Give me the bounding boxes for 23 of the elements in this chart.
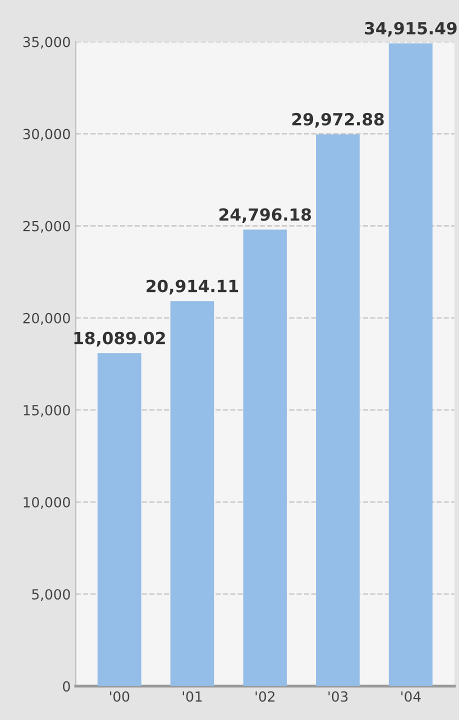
y-tick-label: 5,000 bbox=[32, 589, 70, 601]
bar bbox=[316, 134, 360, 686]
x-tick-label: '01 bbox=[182, 691, 202, 702]
y-tick-label: 20,000 bbox=[23, 312, 70, 325]
data-label: 34,915.49 bbox=[364, 22, 457, 37]
y-tick-label: 30,000 bbox=[23, 128, 70, 141]
bar bbox=[98, 353, 142, 686]
y-tick-label: 25,000 bbox=[23, 220, 70, 233]
y-tick-label: 15,000 bbox=[24, 404, 70, 417]
bar bbox=[388, 43, 433, 686]
bar bbox=[170, 301, 214, 686]
x-tick-label: '03 bbox=[328, 691, 348, 702]
data-label: 24,796.18 bbox=[219, 208, 311, 223]
y-tick-label: 35,000 bbox=[23, 36, 70, 49]
x-tick-label: '02 bbox=[256, 691, 274, 702]
bar bbox=[243, 230, 287, 686]
y-tick-label: 10,000 bbox=[24, 497, 70, 509]
x-tick-label: '00 bbox=[110, 691, 130, 702]
y-tick-label: 0 bbox=[62, 681, 70, 692]
data-label: 20,914.11 bbox=[146, 280, 238, 294]
x-tick-label: '04 bbox=[401, 691, 421, 702]
data-label: 18,089.02 bbox=[74, 332, 165, 346]
data-label: 29,972.88 bbox=[292, 112, 384, 128]
